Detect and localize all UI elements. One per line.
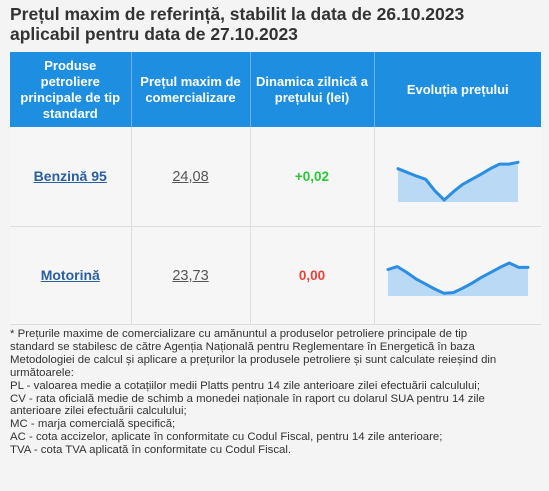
footnotes: * Prețurile maxime de comercializare cu … — [10, 328, 540, 457]
footnote-line: Metodologiei de calcul și aplicare a pre… — [10, 353, 497, 366]
product-link-benzina-95[interactable]: Benzină 95 — [33, 167, 107, 184]
sparkline-line — [396, 160, 520, 201]
product-link-motorina[interactable]: Motorină — [40, 266, 100, 283]
footnote-line: TVA - cota TVA aplicată în conformitate … — [10, 444, 292, 457]
title-line-2: aplicabil pentru data de 27.10.2023 — [10, 24, 298, 44]
evolution-cell — [374, 127, 541, 227]
price-cell: 23,73 — [131, 226, 251, 325]
header-products: Produse petroliere principale de tip sta… — [10, 52, 132, 127]
product-cell: Motorină — [10, 226, 132, 325]
footnote-line: MC - marja comercială specifică; — [10, 418, 176, 431]
table-header-row: Produse petroliere principale de tip sta… — [10, 52, 541, 127]
header-max-price: Prețul maxim de comercializare — [131, 52, 251, 127]
evolution-cell — [374, 226, 541, 325]
header-daily-dynamic: Dinamica zilnică a prețului (lei) — [250, 52, 375, 127]
footnote-line: CV - rata oficială medie de schimb a mon… — [10, 392, 485, 405]
sparkline-motorina[interactable] — [386, 256, 530, 296]
table-row: Motorină 23,73 0,00 — [10, 226, 541, 325]
footnote-line: PL - valoarea medie a cotațiilor medii P… — [10, 379, 480, 392]
table-row: Benzină 95 24,08 +0,02 — [10, 127, 541, 227]
dynamic-cell: +0,02 — [250, 127, 375, 227]
product-cell: Benzină 95 — [10, 127, 132, 227]
price-link-benzina-95[interactable]: 24,08 — [172, 168, 209, 185]
footnote-line: anterioare zilei efectuării calculului; — [10, 405, 187, 418]
footnote-line: * Prețurile maxime de comercializare cu … — [10, 328, 468, 340]
page-title: Prețul maxim de referință, stabilit la d… — [10, 4, 540, 44]
footnote-line: AC - cota accizelor, aplicate în conform… — [10, 431, 443, 444]
price-table: Produse petroliere principale de tip sta… — [10, 52, 541, 325]
price-link-motorina[interactable]: 23,73 — [172, 267, 209, 284]
dynamic-value-benzina-95: +0,02 — [294, 168, 330, 184]
dynamic-value-motorina: 0,00 — [298, 267, 326, 283]
header-price-evolution: Evoluția prețului — [374, 52, 541, 127]
sparkline-line — [386, 261, 530, 295]
dynamic-cell: 0,00 — [250, 226, 375, 325]
sparkline-benzina-95[interactable] — [396, 152, 520, 202]
sparkline-area — [397, 161, 518, 202]
title-line-1: Prețul maxim de referință, stabilit la d… — [10, 4, 465, 24]
footnote-line: următoarele: — [10, 366, 74, 379]
footnote-line: standard se stabilesc de către Agenția N… — [10, 340, 475, 353]
price-cell: 24,08 — [131, 127, 251, 227]
